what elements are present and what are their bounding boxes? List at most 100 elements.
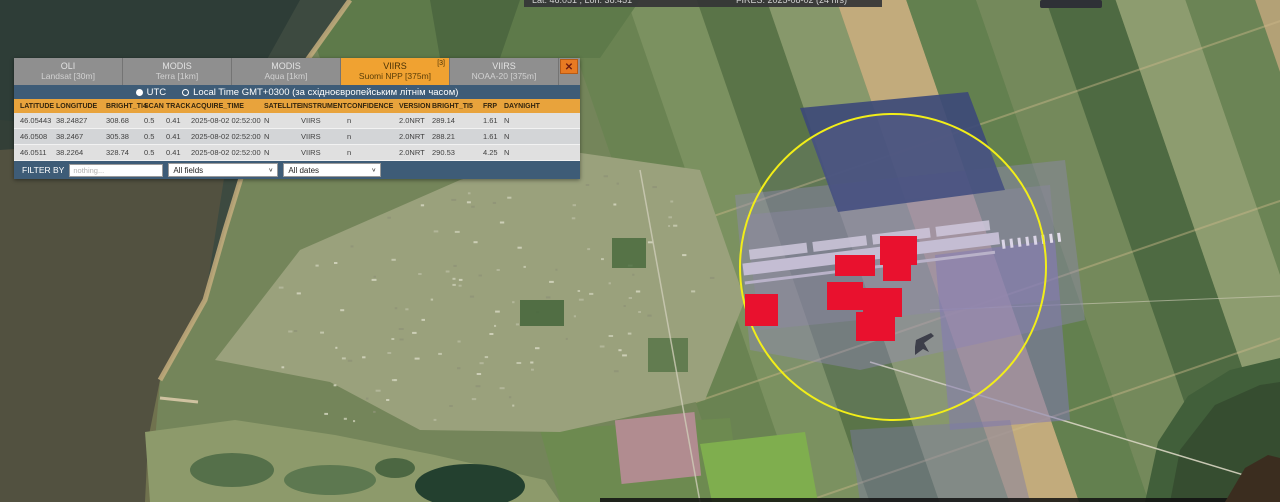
- filter-row: FILTER BY All fields ∨ All dates ∨: [14, 161, 580, 179]
- table-cell: 308.68: [106, 116, 129, 125]
- local-time-radio[interactable]: Local Time GMT+0300 (за східноєвропейськ…: [182, 87, 458, 98]
- water-silt: [0, 120, 230, 502]
- tab-label: VIIRS: [492, 61, 516, 72]
- marsh: [375, 458, 415, 478]
- table-row[interactable]: 46.0508 38.2467 305.38 0.5 0.41 2025-08-…: [14, 129, 580, 145]
- marsh: [190, 453, 274, 487]
- header-cell[interactable]: SCAN: [144, 102, 164, 110]
- fire-pixel[interactable]: [856, 312, 895, 341]
- detection-count-badge: [3]: [437, 60, 445, 67]
- table-cell: 46.0511: [20, 148, 47, 157]
- table-cell: N: [504, 148, 510, 157]
- table-row[interactable]: 46.0511 38.2264 328.74 0.5 0.41 2025-08-…: [14, 145, 580, 161]
- table-row[interactable]: 46.05443 38.24827 308.68 0.5 0.41 2025-0…: [14, 113, 580, 129]
- dates-select-value: All dates: [288, 165, 320, 175]
- header-cell[interactable]: ACQUIRE_TIME: [191, 102, 244, 110]
- table-cell: 46.0508: [20, 132, 48, 141]
- radio-selected-icon: [135, 88, 143, 96]
- field-patch: [700, 432, 818, 502]
- header-cell[interactable]: SATELLITE: [264, 102, 302, 110]
- header-cell[interactable]: TRACK: [166, 102, 191, 110]
- marsh: [284, 465, 376, 495]
- table-header-row: LATITUDE LONGITUDE BRIGHT_TI4 SCAN TRACK…: [14, 99, 580, 113]
- table-cell: 2025-08-02 02:52:00: [191, 148, 261, 157]
- chevron-down-icon: ∨: [268, 167, 274, 174]
- filter-input[interactable]: [69, 163, 164, 177]
- fire-pixel[interactable]: [745, 294, 778, 326]
- table-cell: n: [347, 132, 352, 141]
- header-cell[interactable]: BRIGHT_TI5: [432, 102, 473, 110]
- close-button[interactable]: ✕: [560, 59, 578, 74]
- fire-pixel[interactable]: [883, 261, 911, 281]
- road: [639, 169, 701, 502]
- time-mode-row: UTC Local Time GMT+0300 (за східноєвропе…: [14, 85, 580, 99]
- town-park: [648, 338, 688, 372]
- tab-sublabel: NOAA-20 [375m]: [471, 70, 537, 81]
- tab-sublabel: Terra [1km]: [155, 70, 199, 81]
- table-cell: N: [264, 116, 270, 125]
- utc-label: UTC: [146, 86, 167, 98]
- tab-viirs-suomi-npp[interactable]: [3] VIIRS Suomi NPP [375m]: [341, 58, 450, 85]
- tab-modis-aqua[interactable]: MODIS Aqua [1km]: [232, 58, 341, 85]
- tab-label: MODIS: [162, 61, 192, 72]
- town-area: [215, 150, 745, 432]
- header-cell[interactable]: LONGITUDE: [56, 102, 98, 110]
- table-cell: 46.05443: [20, 116, 52, 125]
- tab-strip-end: ✕: [559, 58, 580, 85]
- tab-sublabel: Aqua [1km]: [264, 70, 308, 81]
- header-cell[interactable]: VERSION: [399, 102, 431, 110]
- table-cell: 0.5: [144, 116, 155, 125]
- fires-date-text: FIRES: 2025-08-02 (24 hrs): [736, 0, 848, 5]
- apron: [935, 220, 991, 237]
- dates-select[interactable]: All dates ∨: [283, 163, 382, 177]
- table-cell: VIIRS: [301, 148, 321, 157]
- apron: [812, 235, 868, 252]
- satellite-tabs: OLI Landsat [30m] MODIS Terra [1km] MODI…: [14, 58, 580, 85]
- table-cell: n: [347, 148, 352, 157]
- tab-modis-terra[interactable]: MODIS Terra [1km]: [123, 58, 232, 85]
- radio-unselected-icon: [182, 88, 190, 96]
- table-cell: 289.14: [432, 116, 455, 125]
- dark-field: [800, 92, 1005, 212]
- dark-terrain: [1225, 455, 1280, 502]
- header-cell[interactable]: INSTRUMENT: [301, 102, 347, 110]
- fire-detections[interactable]: [745, 236, 917, 341]
- fire-pixel[interactable]: [880, 236, 917, 265]
- table-cell: VIIRS: [301, 132, 321, 141]
- table-cell: 288.21: [432, 132, 455, 141]
- header-cell[interactable]: LATITUDE: [20, 102, 55, 110]
- header-cell[interactable]: CONFIDENCE: [347, 102, 394, 110]
- table-cell: 38.2264: [56, 148, 84, 157]
- table-cell: 2.0NRT: [399, 148, 425, 157]
- purple-field: [935, 240, 1070, 430]
- tab-sublabel: Landsat [30m]: [41, 70, 95, 81]
- header-cell[interactable]: DAYNIGHT: [504, 102, 540, 110]
- table-cell: n: [347, 116, 352, 125]
- tab-oli-landsat[interactable]: OLI Landsat [30m]: [14, 58, 123, 85]
- filter-label: FILTER BY: [22, 165, 65, 175]
- fields-select-value: All fields: [173, 165, 204, 175]
- local-time-label: Local Time GMT+0300 (за східноєвропейськ…: [193, 86, 459, 98]
- aircraft-silhouette: [915, 333, 934, 355]
- town-texture: [278, 175, 715, 423]
- close-icon: ✕: [564, 62, 574, 73]
- tab-label: MODIS: [271, 61, 301, 72]
- table-cell: 290.53: [432, 148, 455, 157]
- tab-viirs-noaa-20[interactable]: VIIRS NOAA-20 [375m]: [450, 58, 559, 85]
- header-cell[interactable]: FRP: [483, 102, 497, 110]
- town-park: [520, 300, 564, 326]
- field-patch: [430, 0, 520, 58]
- fire-pixel[interactable]: [835, 255, 875, 276]
- utc-radio[interactable]: UTC: [135, 86, 167, 98]
- header-cell[interactable]: BRIGHT_TI4: [106, 102, 147, 110]
- fire-pixel[interactable]: [827, 282, 863, 310]
- status-bar: Lat: 46.051 , Lon: 38.451 FIRES: 2025-08…: [524, 0, 882, 7]
- table-cell: 328.74: [106, 148, 129, 157]
- fields-select[interactable]: All fields ∨: [168, 163, 279, 177]
- table-cell: 4.25: [483, 148, 498, 157]
- pier: [159, 396, 199, 404]
- table-cell: 2.0NRT: [399, 116, 425, 125]
- table-cell: 0.5: [144, 132, 155, 141]
